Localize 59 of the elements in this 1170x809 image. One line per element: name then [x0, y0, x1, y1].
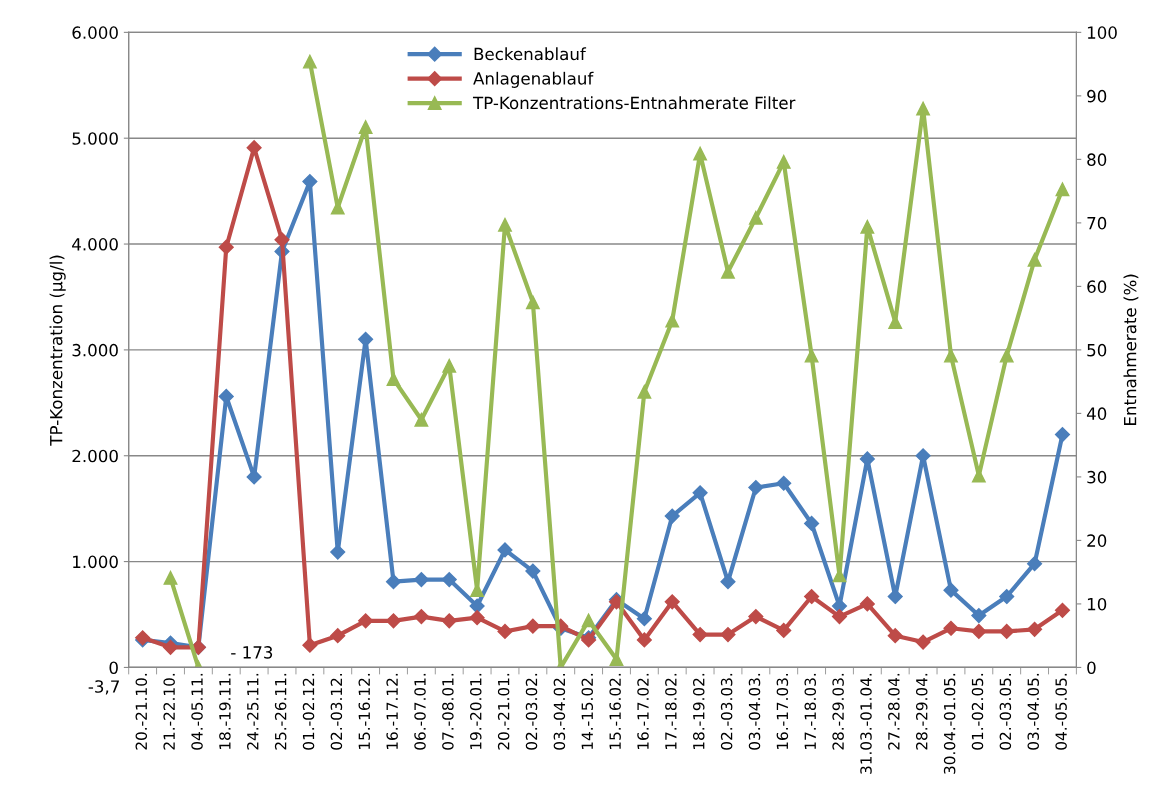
y2-tick-label: 30 — [1087, 470, 1107, 484]
legend-label: Beckenablauf — [474, 47, 587, 61]
x-tick-label: 16.-17.02. — [637, 673, 649, 750]
x-tick-label: 16.-17.12. — [386, 673, 398, 750]
x-tick-label: 02.-03.05. — [999, 673, 1012, 750]
y2-tick-label: 40 — [1086, 407, 1107, 420]
x-tick-label: 30.04.-01.05. — [943, 673, 956, 774]
y2-tick-label: 20 — [1087, 534, 1107, 547]
x-tick-label: 24.-25.11. — [247, 673, 259, 750]
x-tick-label: 18.-19.11. — [219, 673, 231, 750]
x-tick-label: 20.-21.10. — [135, 673, 148, 750]
x-tick-label: 27.-28.04. — [888, 673, 900, 750]
y-tick-label: 4.000 — [72, 238, 118, 251]
x-tick-label: 19.-20.01. — [470, 673, 482, 750]
x-tick-label: 04.-05.11. — [191, 673, 203, 750]
x-tick-label: 04.-05.05. — [1055, 673, 1067, 750]
x-tick-label: 02.-03.03. — [720, 673, 733, 750]
x-tick-label: 07.-08.01. — [442, 673, 454, 750]
x-tick-label: 14.-15.02. — [581, 673, 594, 750]
annotation: - 173 — [231, 646, 273, 659]
x-tick-label: 01.-02.05. — [971, 673, 984, 750]
x-tick-label: 18.-19.02. — [692, 673, 705, 750]
y-tick-label: 6.000 — [72, 26, 118, 39]
y-tick-label: 3.000 — [72, 343, 118, 357]
x-tick-label: 25.-26.11. — [274, 673, 287, 750]
legend-label: TP-Konzentrations-Entnahmerate Filter — [472, 96, 796, 110]
x-tick-label: 03.-04.03. — [748, 673, 761, 750]
legend-label: Anlagenablauf — [473, 71, 594, 88]
x-tick-label: 28.-29.04. — [915, 673, 928, 750]
y-axis-title: TP-Konzentration (µg/l) — [49, 255, 66, 446]
y2-tick-label: 10 — [1087, 597, 1107, 611]
x-tick-label: 03.-04.02. — [553, 673, 566, 750]
y2-axis-title: Entnahmerate (%) — [1123, 274, 1139, 425]
x-tick-label: 02.-03.02. — [525, 673, 538, 750]
y2-tick-label: 50 — [1087, 343, 1107, 357]
y2-tick-label: 100 — [1087, 26, 1117, 39]
x-tick-label: 15.-16.12. — [358, 673, 371, 750]
y-tick-label: 1.000 — [73, 555, 118, 569]
x-tick-label: 01.-02.12. — [302, 673, 315, 750]
text: -3,7 — [88, 680, 119, 695]
x-tick-label: 21.-22.10. — [163, 673, 175, 750]
x-tick-label: 28.-29.03. — [832, 673, 844, 750]
x-tick-label: 20.-21.01. — [497, 673, 510, 750]
x-tick-label: 02.-03.12. — [330, 673, 343, 750]
x-tick-label: 17.-18.02. — [665, 673, 677, 750]
x-tick-label: 16.-17.03. — [776, 673, 789, 750]
y-tick-label: 5.000 — [72, 132, 118, 145]
x-tick-label: 03.-04.05. — [1027, 673, 1040, 750]
x-tick-label: 15.-16.02. — [609, 673, 621, 750]
x-tick-label: 06.-07.01. — [414, 673, 426, 750]
x-tick-label: 31.03.-01.04. — [860, 673, 872, 774]
y2-tick-label: 0 — [1087, 661, 1096, 674]
y2-tick-label: 90 — [1087, 89, 1107, 103]
x-tick-label: 17.-18.03. — [804, 673, 817, 750]
y2-tick-label: 60 — [1087, 280, 1107, 293]
y2-tick-label: 70 — [1087, 216, 1107, 230]
y-tick-label: 0 — [109, 661, 118, 674]
y2-tick-label: 80 — [1087, 153, 1107, 166]
y-tick-label: 2.000 — [72, 449, 118, 463]
